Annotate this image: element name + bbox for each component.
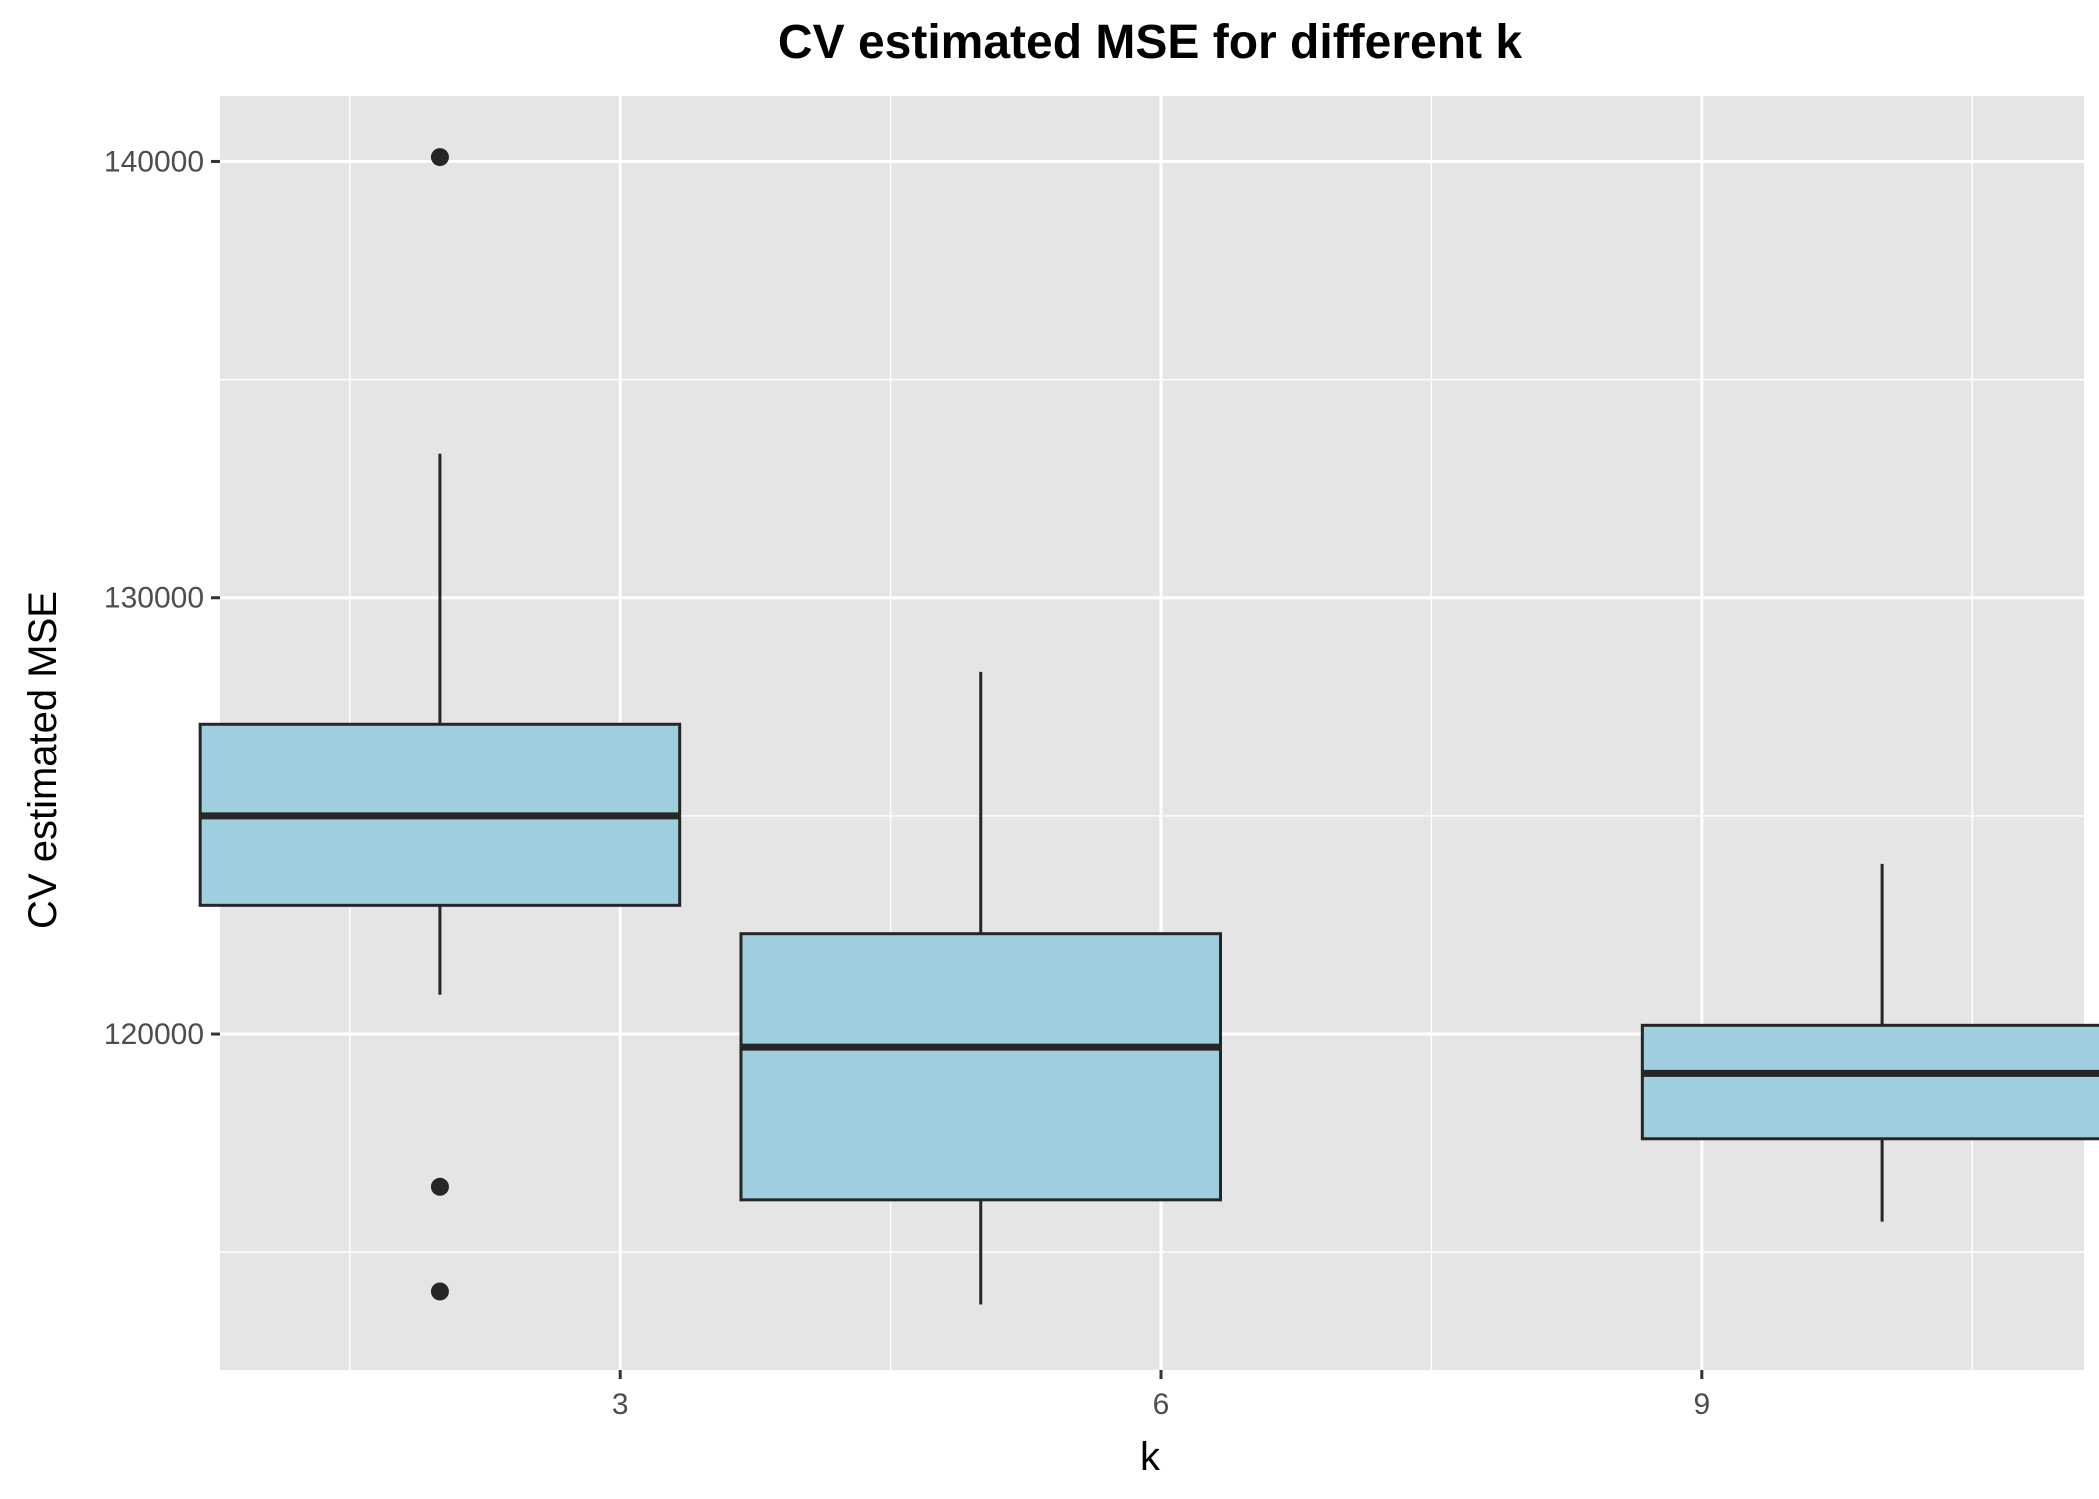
box-k-5 bbox=[739, 671, 1223, 1305]
iqr-box bbox=[739, 932, 1223, 1202]
chart-title: CV estimated MSE for different k bbox=[778, 16, 1522, 69]
box-k-2 bbox=[198, 148, 682, 1301]
x-tick-label: 3 bbox=[612, 1388, 629, 1421]
axis-ticks: 120000 130000 140000 3 6 9 bbox=[104, 145, 1710, 1421]
x-axis-label: k bbox=[1140, 1435, 1161, 1479]
y-tick-label: 130000 bbox=[104, 582, 204, 615]
outlier-point bbox=[430, 1177, 449, 1196]
box-series bbox=[198, 148, 2099, 1305]
iqr-box bbox=[1640, 1023, 2099, 1141]
x-tick-label: 6 bbox=[1153, 1388, 1170, 1421]
y-tick-label: 120000 bbox=[104, 1018, 204, 1051]
y-tick-label: 140000 bbox=[104, 145, 204, 178]
x-tick-label: 9 bbox=[1693, 1388, 1710, 1421]
outlier-point bbox=[430, 1282, 449, 1301]
box-k-10 bbox=[1640, 863, 2099, 1222]
y-axis-label: CV estimated MSE bbox=[21, 591, 65, 929]
outlier-point bbox=[430, 148, 449, 167]
